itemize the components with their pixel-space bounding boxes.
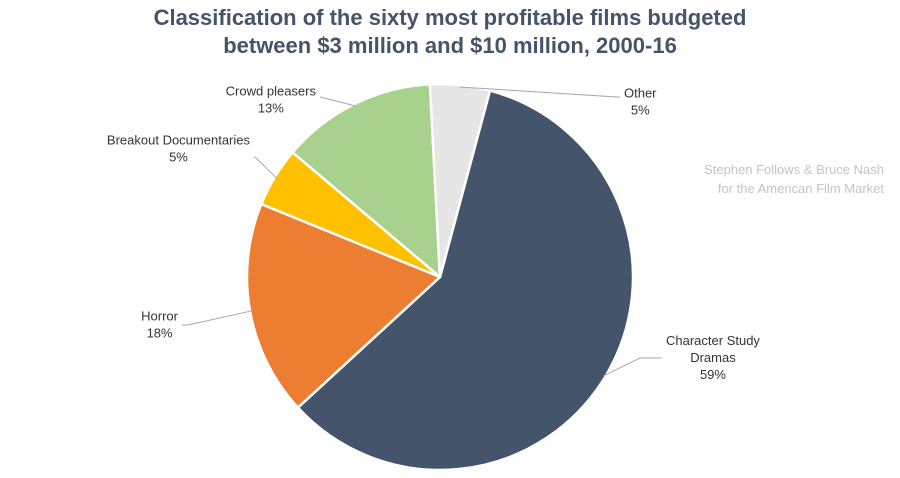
slice-value-label: 13% <box>258 101 284 116</box>
leader-line-horror <box>182 310 253 326</box>
pie-slice-crowd-pleasers <box>291 83 442 279</box>
leader-line-character-study-dramas <box>603 357 662 377</box>
chart-title: Classification of the sixty most profita… <box>0 4 900 60</box>
slice-name-label: Breakout Documentaries <box>107 133 251 148</box>
leader-line-other <box>459 86 620 98</box>
slice-value-label: 59% <box>700 367 726 382</box>
leader-line-crowd-pleasers <box>319 96 356 107</box>
pie-slice-character-study-dramas <box>296 89 635 472</box>
slice-name-label: Crowd pleasers <box>226 84 317 99</box>
chart-title-line-1: Classification of the sixty most profita… <box>153 5 747 30</box>
slice-label-crowd-pleasers: Crowd pleasers 13% <box>226 84 317 116</box>
slice-value-label: 5% <box>169 150 188 165</box>
pie-slice-other <box>428 82 492 279</box>
source-credit-line-2: for the American Film Market <box>717 181 884 196</box>
slice-label-other: Other 5% <box>624 86 657 118</box>
slice-name-label: Dramas <box>690 350 736 365</box>
slice-name-label: Horror <box>141 309 179 324</box>
slice-name-label: Other <box>624 86 657 101</box>
leader-line-breakout-documentaries <box>254 156 277 179</box>
source-credit: Stephen Follows & Bruce Nash for the Ame… <box>624 160 884 198</box>
chart-title-line-2: between $3 million and $10 million, 2000… <box>223 33 677 58</box>
source-credit-line-1: Stephen Follows & Bruce Nash <box>704 162 884 177</box>
slice-value-label: 5% <box>631 103 650 118</box>
slice-name-label: Character Study <box>666 333 760 348</box>
slice-label-character-study-dramas: Character Study Dramas 59% <box>666 333 760 382</box>
slice-label-breakout-documentaries: Breakout Documentaries 5% <box>107 133 251 165</box>
slice-label-horror: Horror 18% <box>141 309 179 341</box>
slice-value-label: 18% <box>147 326 173 341</box>
